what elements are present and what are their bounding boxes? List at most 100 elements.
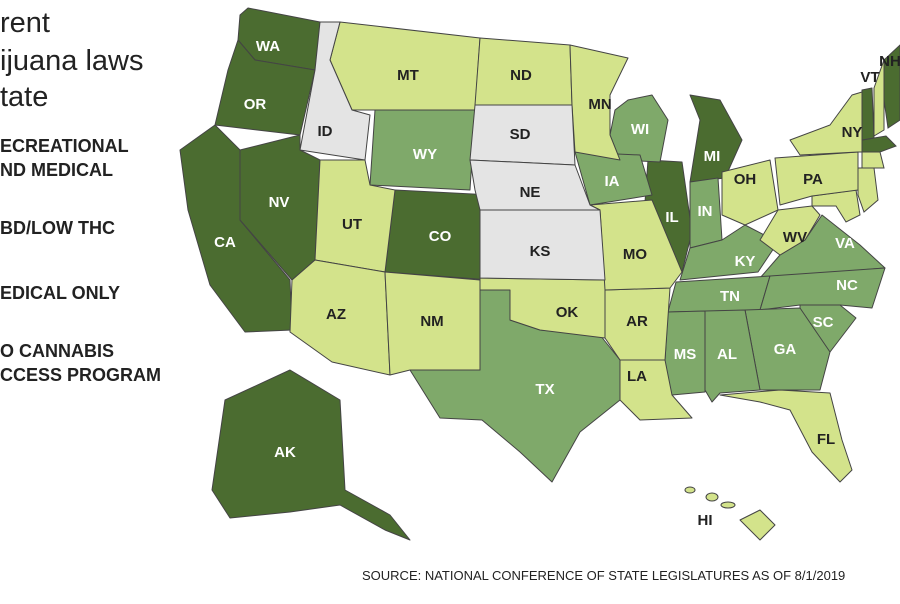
- title-line: rent: [0, 7, 50, 39]
- state-label: MN: [588, 96, 611, 113]
- state-shape: [861, 87, 875, 141]
- state-shape: [721, 159, 779, 226]
- state-label: AL: [717, 346, 737, 363]
- state: TN: [667, 275, 771, 313]
- title-line: tate: [0, 81, 48, 113]
- state-shape: [384, 271, 481, 376]
- state-label: TN: [720, 288, 740, 305]
- state-label: WV: [783, 229, 807, 246]
- state-shape: [759, 205, 821, 256]
- state-label: AR: [626, 313, 648, 330]
- hawaii-islands: [684, 486, 736, 509]
- state: AR: [604, 287, 671, 361]
- state-shape: [479, 209, 606, 281]
- state: ID: [299, 21, 371, 161]
- state-shape: [667, 275, 771, 313]
- state-label: UT: [342, 216, 362, 233]
- state-label: HI: [698, 512, 713, 529]
- state: FL: [719, 389, 853, 483]
- state-shape: [299, 21, 371, 161]
- state: AZ: [289, 259, 391, 376]
- state-label: VT: [860, 69, 879, 86]
- state-label: NV: [269, 194, 290, 211]
- state: OH: [721, 159, 779, 226]
- island: [684, 486, 696, 494]
- state: CA: [179, 124, 293, 333]
- state-label: MI: [704, 148, 721, 165]
- state-label: OH: [734, 171, 757, 188]
- state-shape: [789, 91, 863, 156]
- state-shape: [719, 389, 853, 483]
- state-label: OK: [556, 304, 579, 321]
- state-label: FL: [817, 431, 835, 448]
- state: HI: [698, 509, 776, 541]
- legend-label: O CANNABIS: [0, 341, 114, 361]
- state-label: IL: [665, 209, 678, 226]
- state: OK: [479, 277, 606, 339]
- state-shape: [739, 509, 776, 541]
- state: NH: [873, 53, 900, 137]
- state: WY: [369, 109, 476, 191]
- state: IA: [574, 151, 653, 206]
- state-label: IA: [605, 173, 620, 190]
- state: KS: [479, 209, 606, 281]
- state-label: CO: [429, 228, 452, 245]
- state: CO: [384, 189, 493, 281]
- state-label: OR: [244, 96, 267, 113]
- state-label: ID: [318, 123, 333, 140]
- state-label: MS: [674, 346, 697, 363]
- state: VT: [860, 69, 880, 141]
- state-label: MO: [623, 246, 647, 263]
- state-label: WY: [413, 146, 437, 163]
- state: NM: [384, 271, 481, 376]
- state: OR: [214, 39, 316, 136]
- state-label: CA: [214, 234, 236, 251]
- state-label: WI: [631, 121, 649, 138]
- state: MN: [569, 44, 629, 161]
- state-label: SC: [813, 314, 834, 331]
- state-shape: [857, 167, 879, 213]
- state-label: NY: [842, 124, 863, 141]
- state: MI: [689, 94, 743, 183]
- state: MT: [329, 21, 481, 111]
- legend-label: BD/LOW THC: [0, 218, 115, 238]
- state-label: ND: [510, 67, 532, 84]
- state-label: GA: [774, 341, 797, 358]
- state-label: LA: [627, 368, 647, 385]
- legend-label: EDICAL ONLY: [0, 283, 120, 303]
- state-label: WA: [256, 38, 280, 55]
- state: LA: [619, 359, 693, 421]
- state: MO: [589, 199, 683, 291]
- state-label: SD: [510, 126, 531, 143]
- state-label: NM: [420, 313, 443, 330]
- state-label: TX: [535, 381, 554, 398]
- state-shape: [873, 59, 885, 137]
- state-label: IN: [698, 203, 713, 220]
- state: KY: [679, 224, 779, 281]
- state-shape: [574, 151, 653, 206]
- source-note: SOURCE: NATIONAL CONFERENCE OF STATE LEG…: [362, 568, 845, 583]
- state: ND: [474, 37, 573, 106]
- state-label: MT: [397, 67, 419, 84]
- state: AK: [211, 369, 411, 541]
- title-line: ijuana laws: [0, 45, 143, 77]
- state-label: NC: [836, 277, 858, 294]
- legend-label: CCESS PROGRAM: [0, 365, 161, 385]
- state-shape: [619, 359, 693, 421]
- state: NY: [789, 91, 863, 156]
- state: SD: [469, 104, 576, 166]
- state: WV: [759, 205, 821, 256]
- state: GA: [744, 307, 831, 391]
- state-label: VA: [835, 235, 855, 252]
- legend-label: ND MEDICAL: [0, 160, 113, 180]
- state-label: KS: [530, 243, 551, 260]
- state-label: AK: [274, 444, 296, 461]
- legend-label: ECREATIONAL: [0, 136, 129, 156]
- island: [720, 501, 736, 509]
- island: [705, 492, 719, 502]
- state-label: NH: [879, 53, 900, 70]
- state-shape: [861, 151, 885, 169]
- state-label: AZ: [326, 306, 346, 323]
- state-label: PA: [803, 171, 823, 188]
